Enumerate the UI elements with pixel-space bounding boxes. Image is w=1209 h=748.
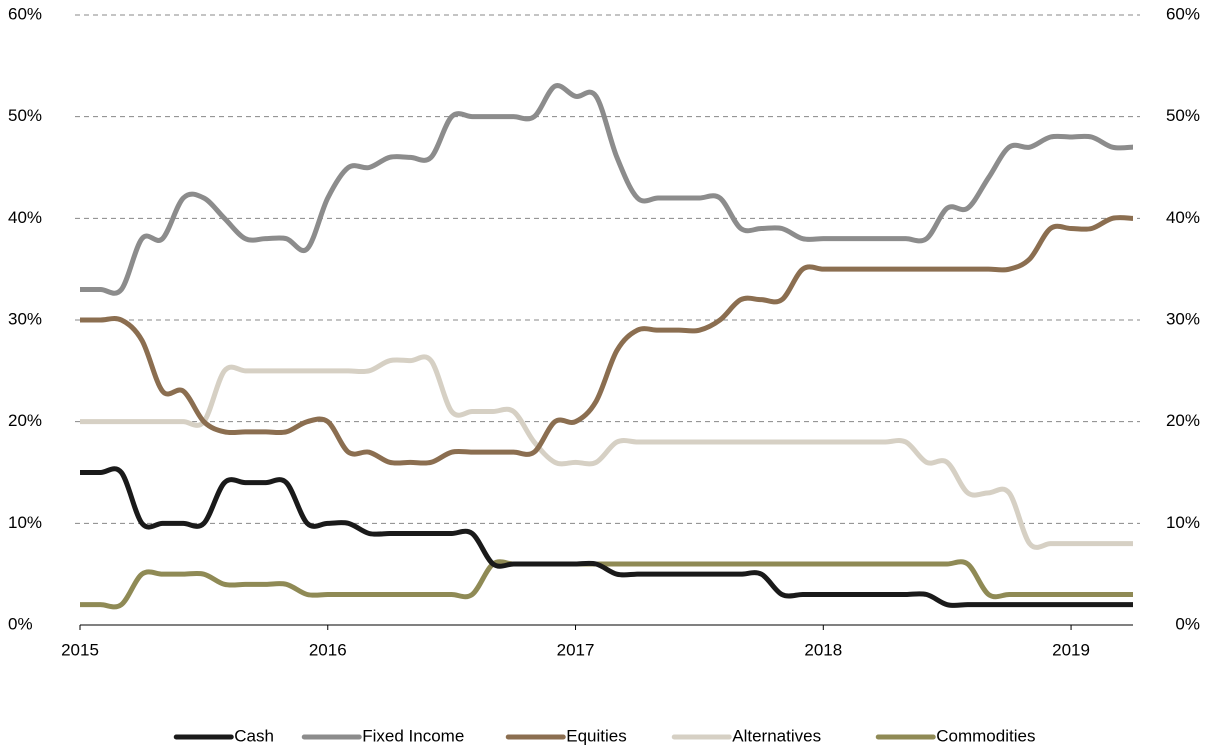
y2-tick-label: 10% [1166,513,1200,532]
x-tick-label: 2016 [309,640,347,659]
series-line [79,466,1133,608]
legend-label: Commodities [936,726,1035,745]
y-tick-label: 10% [8,513,42,532]
y2-tick-label: 20% [1166,411,1200,430]
y-tick-label: 30% [8,309,42,328]
x-tick-label: 2018 [804,640,842,659]
series-line [80,83,1134,296]
series-line [80,559,1133,610]
y-tick-label: 20% [8,411,42,430]
y2-tick-label: 30% [1166,309,1200,328]
x-tick-label: 2019 [1052,640,1090,659]
legend-label: Cash [234,726,274,745]
y2-tick-label: 0% [1175,614,1200,633]
y-tick-label: 60% [8,4,42,23]
y2-tick-label: 60% [1166,4,1200,23]
legend-label: Equities [566,726,626,745]
series-line [79,215,1134,466]
y-tick-label: 50% [8,106,42,125]
y2-tick-label: 40% [1166,208,1200,227]
y-tick-label: 40% [8,208,42,227]
x-tick-label: 2015 [61,640,99,659]
legend-label: Fixed Income [362,726,464,745]
series-line [79,354,1133,550]
x-tick-label: 2017 [557,640,595,659]
legend-label: Alternatives [732,726,821,745]
y-tick-label: 0% [8,614,33,633]
y2-tick-label: 50% [1166,106,1200,125]
